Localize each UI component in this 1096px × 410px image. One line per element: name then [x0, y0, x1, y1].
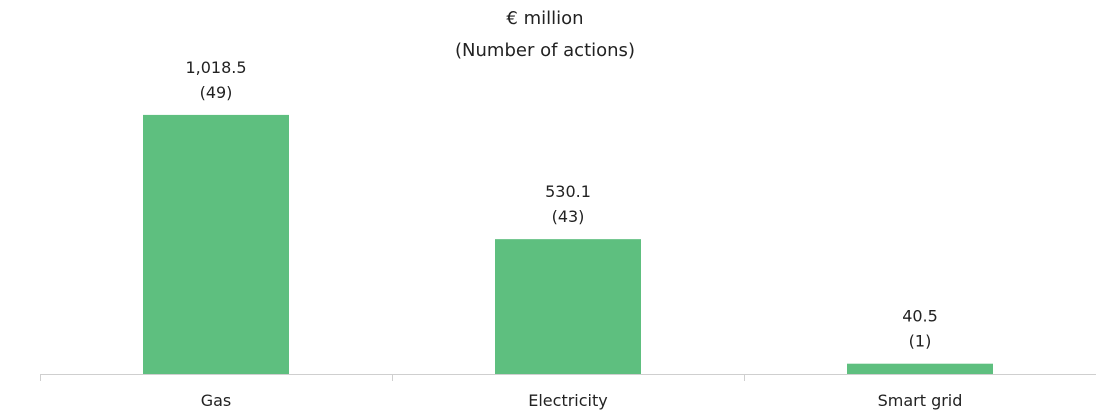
bar-value-label: 40.5	[902, 307, 938, 326]
bar-gas	[143, 114, 289, 374]
x-tick-label: Smart grid	[878, 391, 963, 410]
bar-value-label: 530.1	[545, 182, 591, 201]
bar-actions-label: (1)	[909, 332, 932, 351]
x-tick-label: Gas	[201, 391, 232, 410]
bar-smart-grid	[847, 363, 993, 374]
chart-title: € million	[506, 8, 584, 29]
bar-electricity	[495, 239, 641, 374]
bar-actions-label: (49)	[200, 83, 233, 102]
x-tick-label: Electricity	[528, 391, 607, 410]
bar-actions-label: (43)	[552, 207, 585, 226]
bar-value-label: 1,018.5	[185, 58, 246, 77]
chart-subtitle: (Number of actions)	[455, 40, 635, 61]
